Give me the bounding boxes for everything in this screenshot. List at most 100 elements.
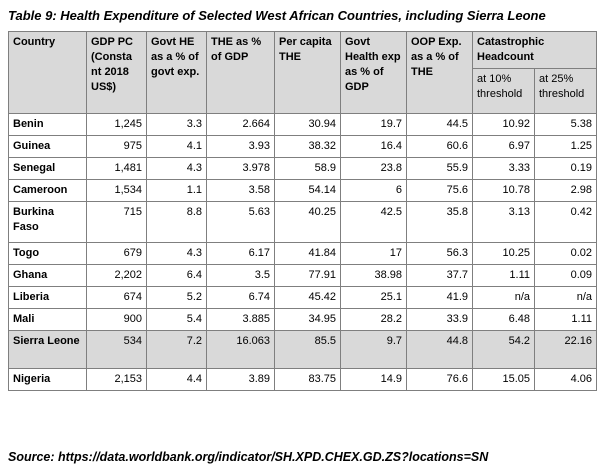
cell-cat-10: 3.33: [472, 157, 535, 180]
cell-govt-he: 4.1: [146, 135, 207, 158]
cell-govt-health-gdp: 28.2: [340, 308, 407, 331]
cell-per-capita: 83.75: [274, 368, 341, 391]
cell-country: Mali: [8, 308, 87, 331]
header-govt-health-gdp: Govt Health exp as % of GDP: [340, 31, 407, 114]
cell-per-capita: 41.84: [274, 242, 341, 265]
cell-oop: 41.9: [406, 286, 473, 309]
cell-the-gdp: 16.063: [206, 330, 275, 369]
cell-per-capita: 34.95: [274, 308, 341, 331]
cell-per-capita: 85.5: [274, 330, 341, 369]
cell-cat-10: 54.2: [472, 330, 535, 369]
cell-per-capita: 30.94: [274, 113, 341, 136]
cell-per-capita: 58.9: [274, 157, 341, 180]
cell-gdp-pc: 1,534: [86, 179, 147, 202]
cell-govt-health-gdp: 19.7: [340, 113, 407, 136]
table-row: Guinea 975 4.1 3.93 38.32 16.4 60.6 6.97 1.25: [8, 135, 598, 158]
cell-country: Benin: [8, 113, 87, 136]
cell-gdp-pc: 900: [86, 308, 147, 331]
cell-cat-25: 4.06: [533, 368, 598, 391]
cell-govt-health-gdp: 23.8: [340, 157, 407, 180]
cell-oop: 33.9: [406, 308, 473, 331]
cell-country: Cameroon: [8, 179, 87, 202]
header-catastrophic: Catastrophic Headcount: [471, 31, 598, 69]
header-the-gdp: THE as % of GDP: [206, 31, 275, 114]
cell-gdp-pc: 534: [86, 330, 147, 369]
cell-oop: 44.8: [406, 330, 473, 369]
table-row: Senegal 1,481 4.3 3.978 58.9 23.8 55.9 3.33 0.19: [8, 157, 598, 180]
cell-country: Togo: [8, 242, 87, 265]
cell-gdp-pc: 679: [86, 242, 147, 265]
cell-cat-25: 5.38: [533, 113, 598, 136]
cell-oop: 60.6: [406, 135, 473, 158]
cell-cat-10: 15.05: [472, 368, 535, 391]
cell-gdp-pc: 2,202: [86, 264, 147, 287]
cell-govt-health-gdp: 38.98: [340, 264, 407, 287]
cell-oop: 76.6: [406, 368, 473, 391]
header-per-capita: Per capita THE: [274, 31, 341, 114]
cell-cat-10: n/a: [472, 286, 535, 309]
cell-govt-health-gdp: 17: [340, 242, 407, 265]
cell-cat-10: 3.13: [472, 201, 535, 243]
cell-per-capita: 40.25: [274, 201, 341, 243]
table-row: Togo 679 4.3 6.17 41.84 17 56.3 10.25 0.02: [8, 242, 598, 265]
cell-gdp-pc: 2,153: [86, 368, 147, 391]
cell-govt-he: 4.3: [146, 157, 207, 180]
cell-gdp-pc: 715: [86, 201, 147, 243]
health-expenditure-table: Country GDP PC (Consta nt 2018 US$) Govt…: [8, 31, 598, 391]
cell-govt-health-gdp: 9.7: [340, 330, 407, 369]
cell-cat-10: 10.78: [472, 179, 535, 202]
cell-gdp-pc: 1,245: [86, 113, 147, 136]
table-row: Burkina Faso 715 8.8 5.63 40.25 42.5 35.8 3.13 0…: [8, 201, 598, 243]
cell-the-gdp: 3.5: [206, 264, 275, 287]
cell-govt-he: 8.8: [146, 201, 207, 243]
cell-the-gdp: 6.74: [206, 286, 275, 309]
header-country: Country: [8, 31, 87, 114]
cell-cat-25: 0.02: [533, 242, 598, 265]
cell-govt-health-gdp: 14.9: [340, 368, 407, 391]
source-note: Source: https://data.worldbank.org/indic…: [8, 450, 489, 464]
cell-govt-he: 5.2: [146, 286, 207, 309]
cell-cat-25: n/a: [533, 286, 598, 309]
cell-oop: 35.8: [406, 201, 473, 243]
cell-oop: 56.3: [406, 242, 473, 265]
table-row: Ghana 2,202 6.4 3.5 77.91 38.98 37.7 1.11 0.09: [8, 264, 598, 287]
table-row: Mali 900 5.4 3.885 34.95 28.2 33.9 6.48 1.11: [8, 308, 598, 331]
cell-govt-he: 4.4: [146, 368, 207, 391]
table-row: Sierra Leone 534 7.2 16.063 85.5 9.7 44.8 54.2 2…: [8, 330, 598, 369]
cell-cat-10: 1.11: [472, 264, 535, 287]
cell-cat-25: 1.11: [533, 308, 598, 331]
table-body: Benin 1,245 3.3 2.664 30.94 19.7 44.5 10.92 5.38…: [8, 113, 598, 391]
cell-country: Burkina Faso: [8, 201, 87, 243]
cell-govt-health-gdp: 16.4: [340, 135, 407, 158]
cell-country: Nigeria: [8, 368, 87, 391]
cell-the-gdp: 3.885: [206, 308, 275, 331]
cell-the-gdp: 2.664: [206, 113, 275, 136]
table-title: Table 9: Health Expenditure of Selected …: [8, 8, 546, 23]
cell-country: Guinea: [8, 135, 87, 158]
cell-the-gdp: 3.93: [206, 135, 275, 158]
table-row: Liberia 674 5.2 6.74 45.42 25.1 41.9 n/a n/a: [8, 286, 598, 309]
table-header: Country GDP PC (Consta nt 2018 US$) Govt…: [8, 31, 598, 114]
cell-oop: 55.9: [406, 157, 473, 180]
cell-oop: 44.5: [406, 113, 473, 136]
cell-per-capita: 45.42: [274, 286, 341, 309]
cell-cat-25: 0.42: [533, 201, 598, 243]
cell-govt-he: 1.1: [146, 179, 207, 202]
cell-country: Sierra Leone: [8, 330, 87, 369]
cell-govt-he: 3.3: [146, 113, 207, 136]
cell-the-gdp: 6.17: [206, 242, 275, 265]
cell-govt-health-gdp: 25.1: [340, 286, 407, 309]
table-row: Benin 1,245 3.3 2.664 30.94 19.7 44.5 10.92 5.38: [8, 113, 598, 136]
cell-the-gdp: 3.58: [206, 179, 275, 202]
cell-oop: 37.7: [406, 264, 473, 287]
cell-govt-he: 5.4: [146, 308, 207, 331]
cell-cat-10: 10.25: [472, 242, 535, 265]
cell-per-capita: 77.91: [274, 264, 341, 287]
table-row: Cameroon 1,534 1.1 3.58 54.14 6 75.6 10.78 2.98: [8, 179, 598, 202]
cell-govt-health-gdp: 42.5: [340, 201, 407, 243]
cell-govt-he: 7.2: [146, 330, 207, 369]
cell-govt-he: 4.3: [146, 242, 207, 265]
header-gdp-pc: GDP PC (Consta nt 2018 US$): [86, 31, 147, 114]
cell-the-gdp: 5.63: [206, 201, 275, 243]
cell-cat-10: 10.92: [472, 113, 535, 136]
